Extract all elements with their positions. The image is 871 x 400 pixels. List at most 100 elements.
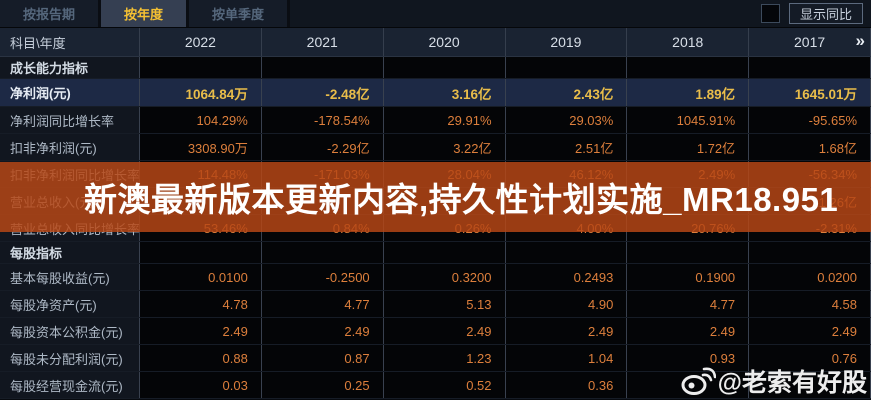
data-row: 营业总收入同比增长率 53.46% 0.84% 0.26% 4.00% 20.76% -2.…: [0, 215, 871, 242]
tab-by-report-period[interactable]: 按报告期: [0, 0, 101, 27]
tab-by-year[interactable]: 按年度: [101, 0, 189, 27]
value-cell: [383, 188, 506, 214]
value-cell: 0.25: [261, 372, 384, 398]
value-cell: 20.76%: [627, 215, 750, 241]
table-header: 科目\年度 2022 2021 2020 2019 2018 2017 »: [0, 28, 871, 57]
value-cell: [261, 242, 384, 263]
more-years-icon[interactable]: »: [855, 31, 865, 50]
data-row: 净利润(元) 1064.84万 -2.48亿 3.16亿 2.43亿 1.89亿 1645.…: [0, 79, 871, 107]
data-row: 基本每股收益(元) 0.0100 -0.2500 0.3200 0.2493 0.1900…: [0, 264, 871, 291]
value-cell: [749, 242, 871, 263]
row-label: 扣非净利润(元): [0, 134, 140, 160]
value-cell: [749, 372, 871, 398]
value-cell: 4.58: [749, 291, 871, 317]
value-cell: 0.03: [140, 372, 262, 398]
tab-bar: 按报告期 按年度 按单季度 显示同比: [0, 0, 871, 28]
value-cell: -95.65%: [749, 107, 871, 133]
section-row: 每股指标: [0, 242, 871, 264]
year-column-header[interactable]: 2019: [506, 28, 628, 56]
value-cell: 1.23: [383, 345, 506, 371]
value-cell: 0.93: [627, 345, 750, 371]
show-yoy-checkbox[interactable]: [760, 4, 780, 23]
value-cell: -2.31%: [749, 215, 871, 241]
value-cell: [140, 188, 262, 214]
value-cell: [749, 57, 871, 78]
row-label: 扣非净利润同比增长率: [0, 161, 140, 187]
value-cell: [505, 188, 628, 214]
tab-bar-spacer: [290, 0, 761, 27]
value-cell: [383, 242, 506, 263]
value-cell: [627, 372, 750, 398]
year-column-header[interactable]: 2022: [140, 28, 262, 56]
section-row: 成长能力指标: [0, 57, 871, 79]
show-yoy-button[interactable]: 显示同比: [788, 3, 863, 24]
value-cell: 4.90: [505, 291, 628, 317]
value-cell: 1064.84万: [140, 79, 262, 106]
value-cell: 2.49: [749, 318, 871, 344]
value-cell: 2.51亿: [505, 134, 628, 160]
data-row: 净利润同比增长率 104.29% -178.54% 29.91% 29.03% 1045.…: [0, 107, 871, 134]
value-cell: 0.2493: [505, 264, 628, 290]
row-label: 基本每股收益(元): [0, 264, 140, 290]
data-row: 每股净资产(元) 4.78 4.77 5.13 4.90 4.77 4.58: [0, 291, 871, 318]
value-cell: 2.43亿: [505, 79, 628, 106]
value-cell: 2.49: [505, 318, 628, 344]
value-cell: 2.49: [627, 318, 750, 344]
value-cell: 0.3200: [383, 264, 506, 290]
data-row: 每股资本公积金(元) 2.49 2.49 2.49 2.49 2.49 2.49: [0, 318, 871, 345]
value-cell: 0.0200: [749, 264, 871, 290]
value-cell: -0.2500: [261, 264, 384, 290]
value-cell: 46.12%: [505, 161, 628, 187]
data-row: 扣非净利润(元) 3308.90万 -2.29亿 3.22亿 2.51亿 1.72亿 1.6…: [0, 134, 871, 161]
year-column-header[interactable]: 2021: [262, 28, 384, 56]
value-cell: 0.26%: [383, 215, 506, 241]
value-cell: 2.49: [383, 318, 506, 344]
value-cell: 1045.91%: [627, 107, 750, 133]
row-label: 每股资本公积金(元): [0, 318, 140, 344]
value-cell: 5.13: [383, 291, 506, 317]
value-cell: 2.49: [140, 318, 262, 344]
row-label: 净利润(元): [0, 79, 140, 106]
value-cell: [627, 242, 750, 263]
value-cell: 0.52: [383, 372, 506, 398]
value-cell: 0.84%: [261, 215, 384, 241]
value-cell: [261, 188, 384, 214]
year-column-header[interactable]: 2018: [627, 28, 750, 56]
value-cell: 3.16亿: [383, 79, 506, 106]
row-label: 每股指标: [0, 242, 140, 263]
value-cell: 0.0100: [140, 264, 262, 290]
value-cell: 53.46%: [140, 215, 262, 241]
value-cell: 114.48%: [140, 161, 262, 187]
row-label: 每股未分配利润(元): [0, 345, 140, 371]
row-label: 营业总收入同比增长率: [0, 215, 140, 241]
value-cell: [627, 57, 750, 78]
value-cell: [505, 242, 628, 263]
value-cell: 104.29%: [140, 107, 262, 133]
row-label: 成长能力指标: [0, 57, 140, 78]
value-cell: 4.78: [140, 291, 262, 317]
value-cell: 0.76: [749, 345, 871, 371]
value-cell: 21.26亿: [749, 188, 871, 214]
value-cell: -2.48亿: [261, 79, 384, 106]
value-cell: 1645.01万: [749, 79, 871, 106]
value-cell: -178.54%: [261, 107, 384, 133]
value-cell: 29.91%: [383, 107, 506, 133]
value-cell: [140, 242, 262, 263]
value-cell: 29.03%: [505, 107, 628, 133]
row-label: 净利润同比增长率: [0, 107, 140, 133]
year-column-header[interactable]: 2020: [384, 28, 506, 56]
value-cell: 1.89亿: [627, 79, 750, 106]
value-cell: 0.87: [261, 345, 384, 371]
value-cell: [627, 188, 750, 214]
value-cell: 3.22亿: [383, 134, 506, 160]
value-cell: 2.49%: [627, 161, 750, 187]
value-cell: -171.03%: [261, 161, 384, 187]
value-cell: 28.04%: [383, 161, 506, 187]
value-cell: -56.34%: [749, 161, 871, 187]
value-cell: [383, 57, 506, 78]
year-column-header[interactable]: 2017: [749, 28, 871, 56]
value-cell: 1.68亿: [749, 134, 871, 160]
data-row: 营业总收入(元) 21.26亿: [0, 188, 871, 215]
tab-by-quarter[interactable]: 按单季度: [189, 0, 290, 27]
